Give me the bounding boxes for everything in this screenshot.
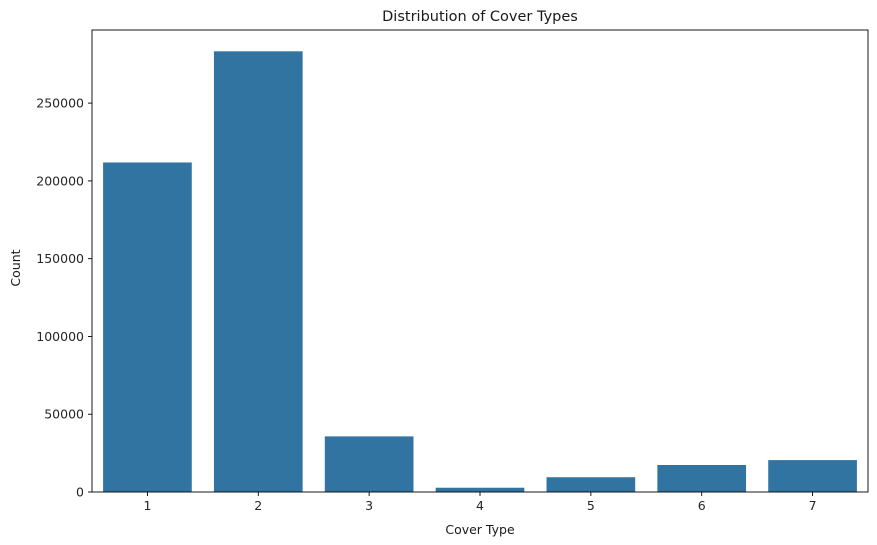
bars-group [103, 51, 857, 492]
bar-cover-type-4 [435, 487, 525, 492]
x-axis-label: Cover Type [445, 522, 515, 537]
plot-frame [91, 29, 869, 493]
y-tick-label: 50000 [44, 407, 84, 422]
x-axis-ticks: 1 2 3 4 5 6 7 [143, 492, 817, 513]
x-tick-label: 2 [254, 498, 262, 513]
y-tick-label: 200000 [36, 173, 84, 188]
bar-cover-type-7 [768, 460, 857, 492]
bar-cover-type-3 [324, 436, 414, 492]
y-axis-label: Count [8, 249, 23, 286]
x-tick-label: 5 [587, 498, 595, 513]
bar-cover-type-5 [546, 477, 636, 492]
y-axis-ticks: 0 50000 100000 150000 200000 250000 [36, 96, 92, 500]
y-tick-label: 0 [76, 485, 84, 500]
x-tick-label: 3 [365, 498, 373, 513]
x-tick-label: 4 [476, 498, 484, 513]
bar-cover-type-2 [213, 51, 303, 492]
y-tick-label: 250000 [36, 96, 84, 111]
y-tick-label: 100000 [36, 329, 84, 344]
chart-title: Distribution of Cover Types [382, 9, 578, 25]
x-tick-label: 6 [698, 498, 706, 513]
bar-cover-type-1 [103, 162, 192, 492]
y-tick-label: 150000 [36, 251, 84, 266]
bar-cover-type-6 [657, 464, 747, 492]
x-tick-label: 1 [143, 498, 151, 513]
x-tick-label: 7 [809, 498, 817, 513]
